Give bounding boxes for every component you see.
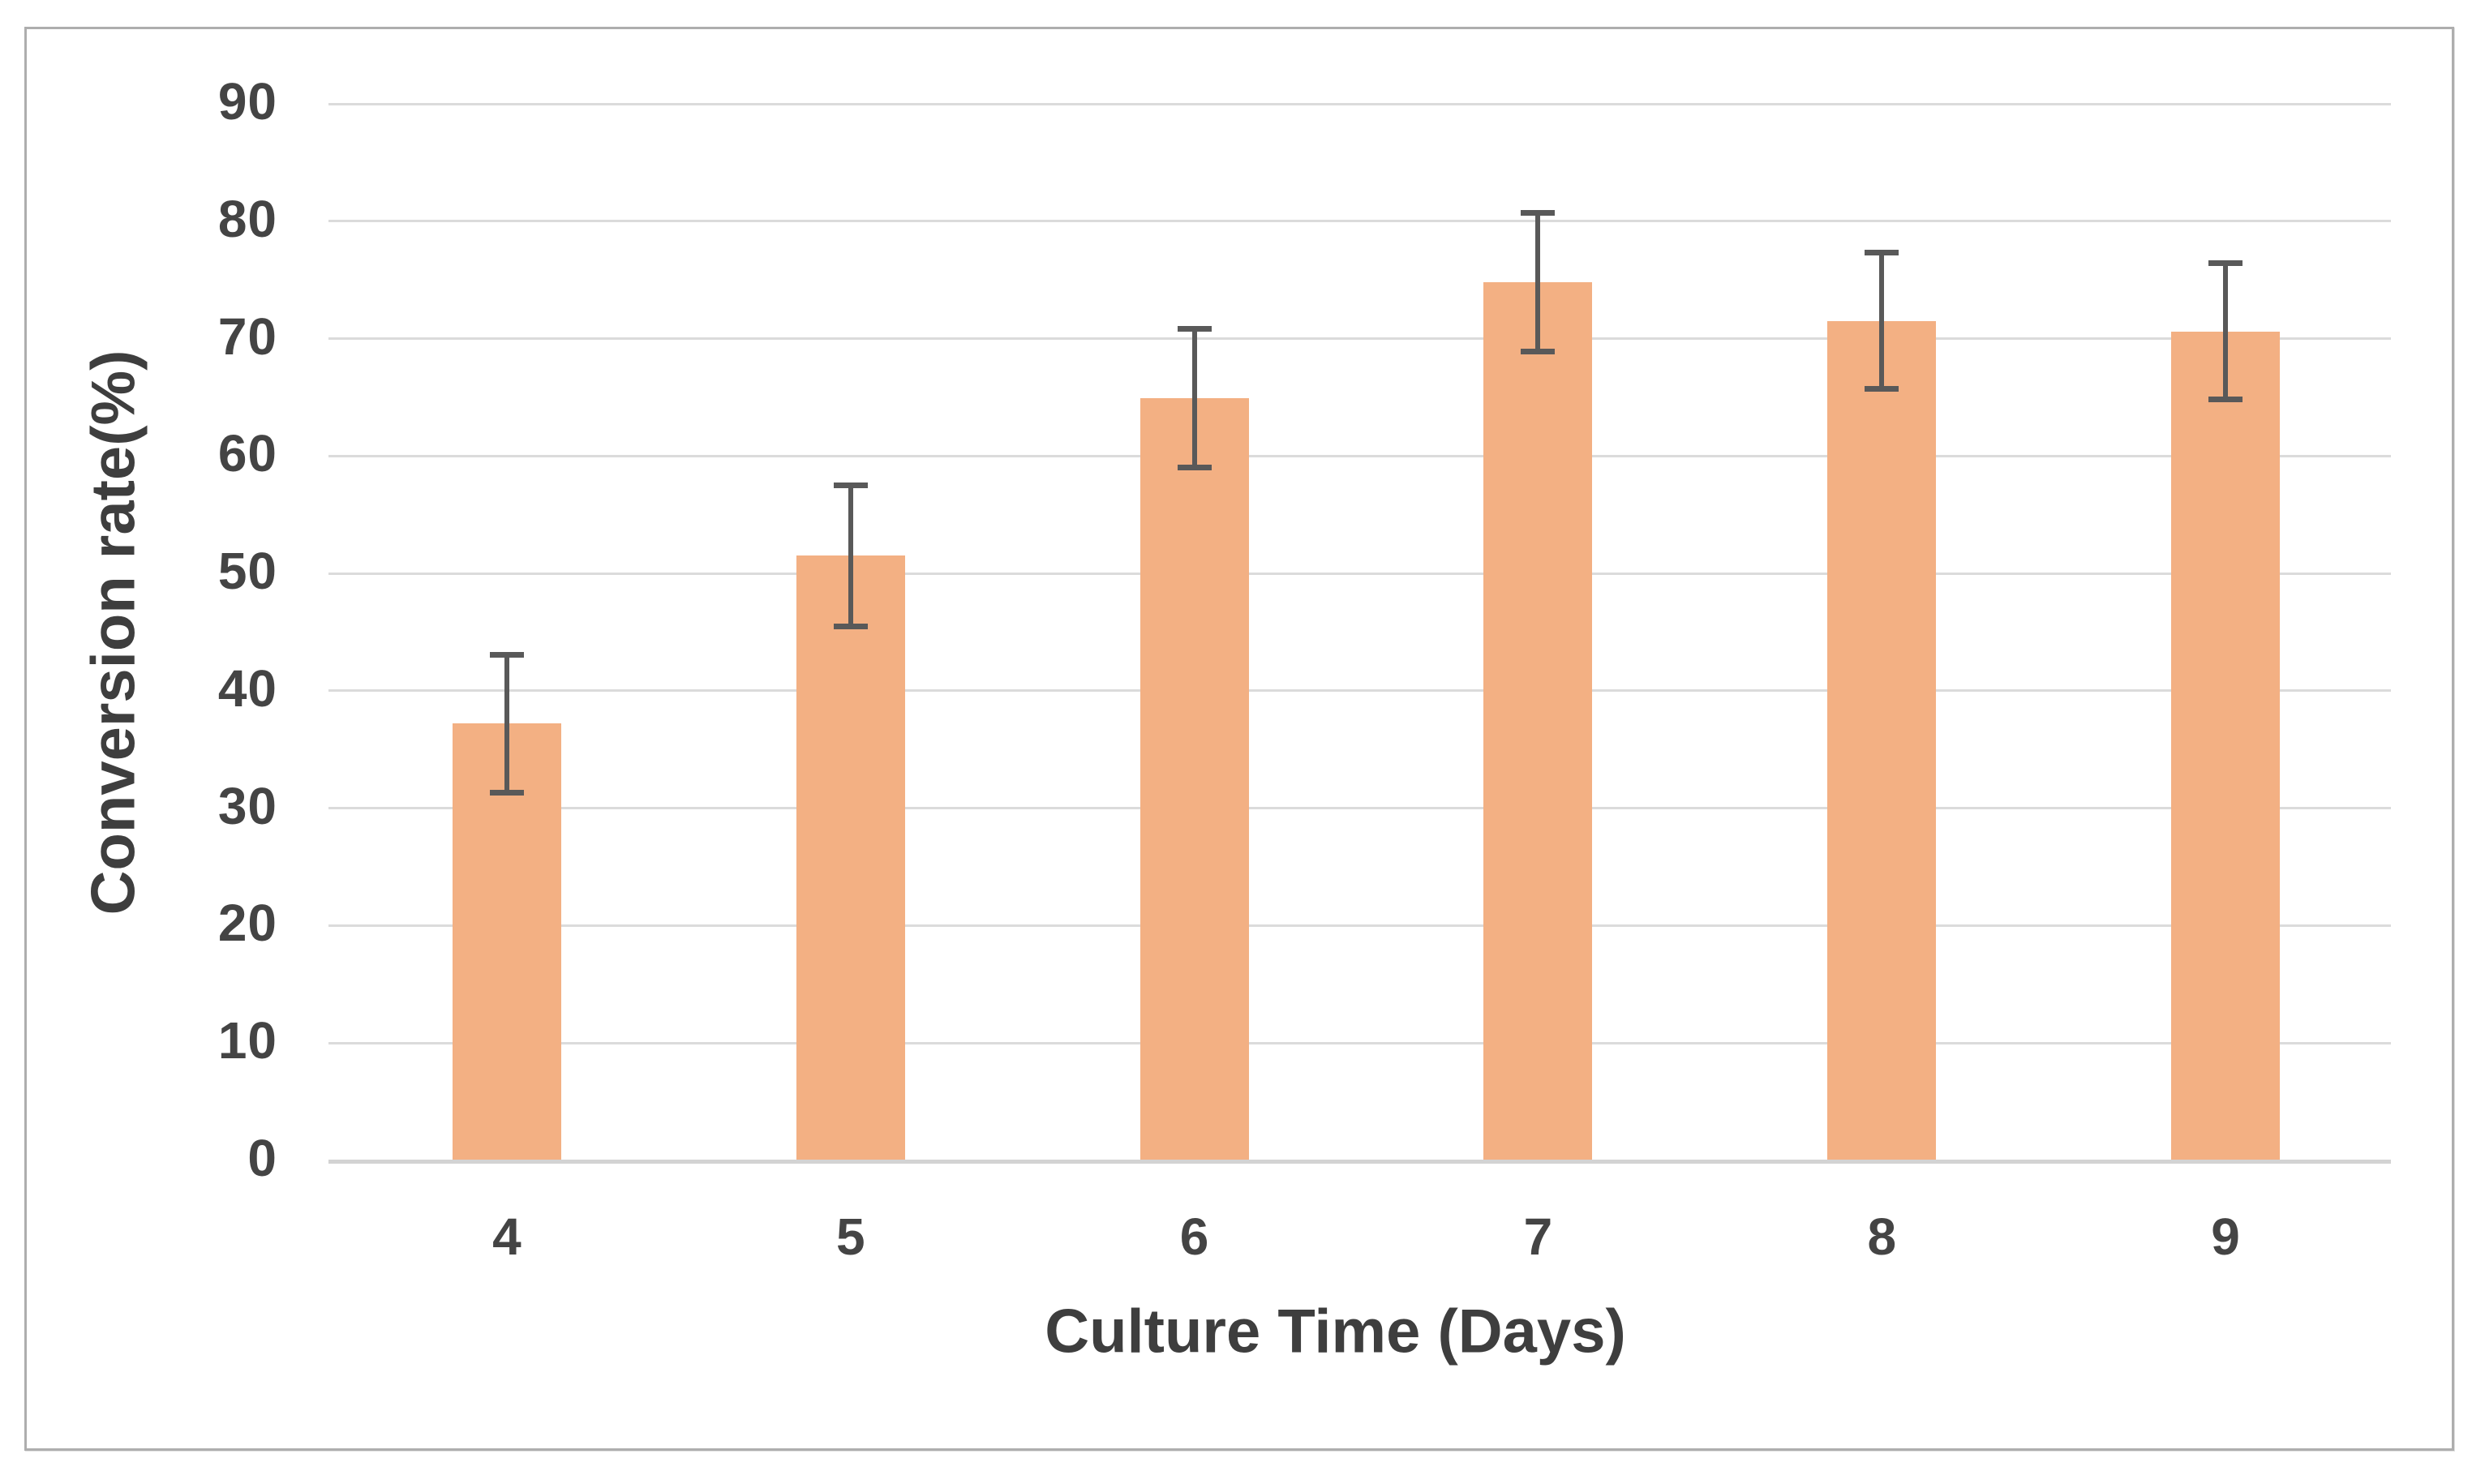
error-bar-line-day-9: [2223, 263, 2229, 400]
x-axis-line: [328, 1160, 2391, 1164]
gridline-y80: [328, 220, 2391, 223]
x-tick-label-6: 6: [1179, 1207, 1209, 1266]
y-tick-label-70: 70: [217, 307, 277, 366]
gridline-y50: [328, 572, 2391, 575]
error-bar-cap-bottom-day-8: [1865, 386, 1899, 392]
bar-day-5: [796, 555, 905, 1160]
gridline-y90: [328, 102, 2391, 105]
error-bar-cap-bottom-day-5: [833, 623, 868, 629]
gridline-y10: [328, 1041, 2391, 1044]
bar-day-4: [452, 723, 561, 1160]
gridline-y60: [328, 454, 2391, 457]
bar-day-7: [1483, 282, 1593, 1160]
error-bar-line-day-7: [1535, 212, 1541, 352]
y-tick-label-0: 0: [247, 1129, 277, 1188]
error-bar-cap-top-day-9: [2208, 260, 2243, 267]
gridline-y20: [328, 924, 2391, 927]
error-bar-cap-bottom-day-7: [1521, 348, 1556, 354]
x-tick-label-4: 4: [492, 1207, 521, 1266]
gridline-y40: [328, 689, 2391, 693]
x-tick-label-8: 8: [1867, 1207, 1897, 1266]
y-tick-label-30: 30: [217, 776, 277, 835]
bar-day-6: [1139, 398, 1249, 1160]
y-tick-label-40: 40: [217, 658, 277, 718]
bar-day-8: [1827, 320, 1937, 1160]
y-tick-label-50: 50: [217, 542, 277, 601]
error-bar-cap-top-day-8: [1865, 250, 1899, 256]
y-tick-label-20: 20: [217, 894, 277, 953]
error-bar-line-day-8: [1879, 252, 1885, 389]
error-bar-cap-bottom-day-9: [2208, 397, 2243, 403]
y-tick-label-10: 10: [217, 1011, 277, 1070]
error-bar-line-day-4: [504, 654, 509, 793]
error-bar-cap-top-day-5: [833, 483, 868, 489]
error-bar-cap-top-day-6: [1177, 326, 1212, 332]
x-axis-title: Culture Time (Days): [1045, 1297, 1626, 1366]
error-bar-line-day-6: [1191, 328, 1197, 468]
y-tick-label-60: 60: [217, 424, 277, 483]
x-tick-label-5: 5: [835, 1207, 865, 1266]
error-bar-cap-top-day-4: [489, 651, 524, 658]
y-tick-label-90: 90: [217, 72, 277, 131]
gridline-y30: [328, 807, 2391, 810]
error-bar-line-day-5: [848, 485, 853, 627]
y-tick-label-80: 80: [217, 189, 277, 248]
x-tick-label-9: 9: [2211, 1207, 2240, 1266]
gridline-y70: [328, 337, 2391, 341]
error-bar-cap-bottom-day-4: [489, 790, 524, 796]
x-tick-label-7: 7: [1523, 1207, 1553, 1266]
bar-day-9: [2171, 331, 2281, 1160]
error-bar-cap-bottom-day-6: [1177, 465, 1212, 471]
error-bar-cap-top-day-7: [1521, 210, 1556, 217]
